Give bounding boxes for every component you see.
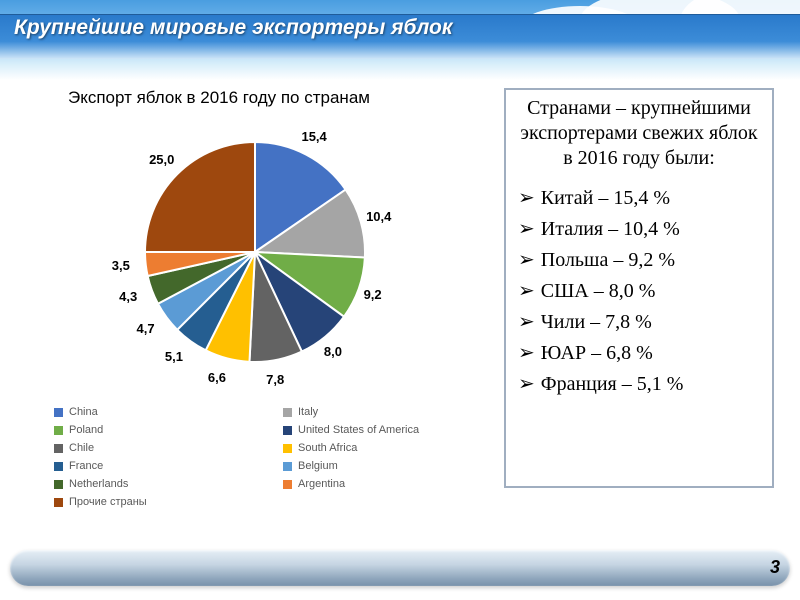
pie-label: 25,0 [149,152,174,167]
country-item: Италия – 10,4 % [518,214,762,245]
legend-swatch [283,480,292,489]
legend-swatch [54,408,63,417]
legend-item: Argentina [283,478,480,490]
legend-swatch [283,444,292,453]
legend-item: Netherlands [54,478,251,490]
legend-swatch [283,462,292,471]
slide: Крупнейшие мировые экспортеры яблок Эксп… [0,0,800,600]
legend-swatch [283,408,292,417]
legend-label: Poland [69,424,103,436]
legend-label: Argentina [298,478,345,490]
legend-label: Netherlands [69,478,128,490]
country-list: Китай – 15,4 %Италия – 10,4 %Польша – 9,… [518,183,762,400]
legend-item: Belgium [283,460,480,472]
legend-label: Прочие страны [69,496,147,508]
legend-item: United States of America [283,424,480,436]
legend-label: United States of America [298,424,419,436]
info-box: Странами – крупнейшими экспортерами свеж… [504,88,774,488]
legend-swatch [54,462,63,471]
page-number: 3 [770,557,780,578]
pie-label: 7,8 [266,372,284,387]
legend-label: Italy [298,406,318,418]
legend-item: South Africa [283,442,480,454]
legend-swatch [54,480,63,489]
info-intro: Странами – крупнейшими экспортерами свеж… [516,96,762,171]
pie-label: 15,4 [301,129,326,144]
legend-item: Прочие страны [54,496,251,508]
chart-legend: China Italy Poland United States of America… [54,406,480,508]
country-item: Китай – 15,4 % [518,183,762,214]
country-item: ЮАР – 6,8 % [518,338,762,369]
legend-label: Belgium [298,460,338,472]
pie-label: 8,0 [324,344,342,359]
pie-label: 3,5 [112,258,130,273]
legend-swatch [54,498,63,507]
legend-swatch [54,444,63,453]
pie-label: 4,7 [137,321,155,336]
legend-item: Poland [54,424,251,436]
legend-label: France [69,460,103,472]
pie-label: 6,6 [208,370,226,385]
legend-item: Italy [283,406,480,418]
country-item: США – 8,0 % [518,276,762,307]
pie-label: 5,1 [165,349,183,364]
legend-item: Chile [54,442,251,454]
legend-label: China [69,406,98,418]
pie-label: 9,2 [364,287,382,302]
footer-bar [10,550,790,586]
country-item: Чили – 7,8 % [518,307,762,338]
pie-label: 4,3 [119,289,137,304]
country-item: Польша – 9,2 % [518,245,762,276]
legend-swatch [54,426,63,435]
legend-swatch [283,426,292,435]
pie-label: 10,4 [366,209,391,224]
legend-item: France [54,460,251,472]
legend-label: Chile [69,442,94,454]
chart-area: Экспорт яблок в 2016 году по странам 15,… [30,88,480,518]
legend-label: South Africa [298,442,357,454]
country-item: Франция – 5,1 % [518,369,762,400]
slide-title: Крупнейшие мировые экспортеры яблок [14,16,452,40]
pie-chart: 15,410,49,28,07,86,65,14,74,33,525,0 [125,122,385,382]
chart-title: Экспорт яблок в 2016 году по странам [68,88,480,108]
legend-item: China [54,406,251,418]
